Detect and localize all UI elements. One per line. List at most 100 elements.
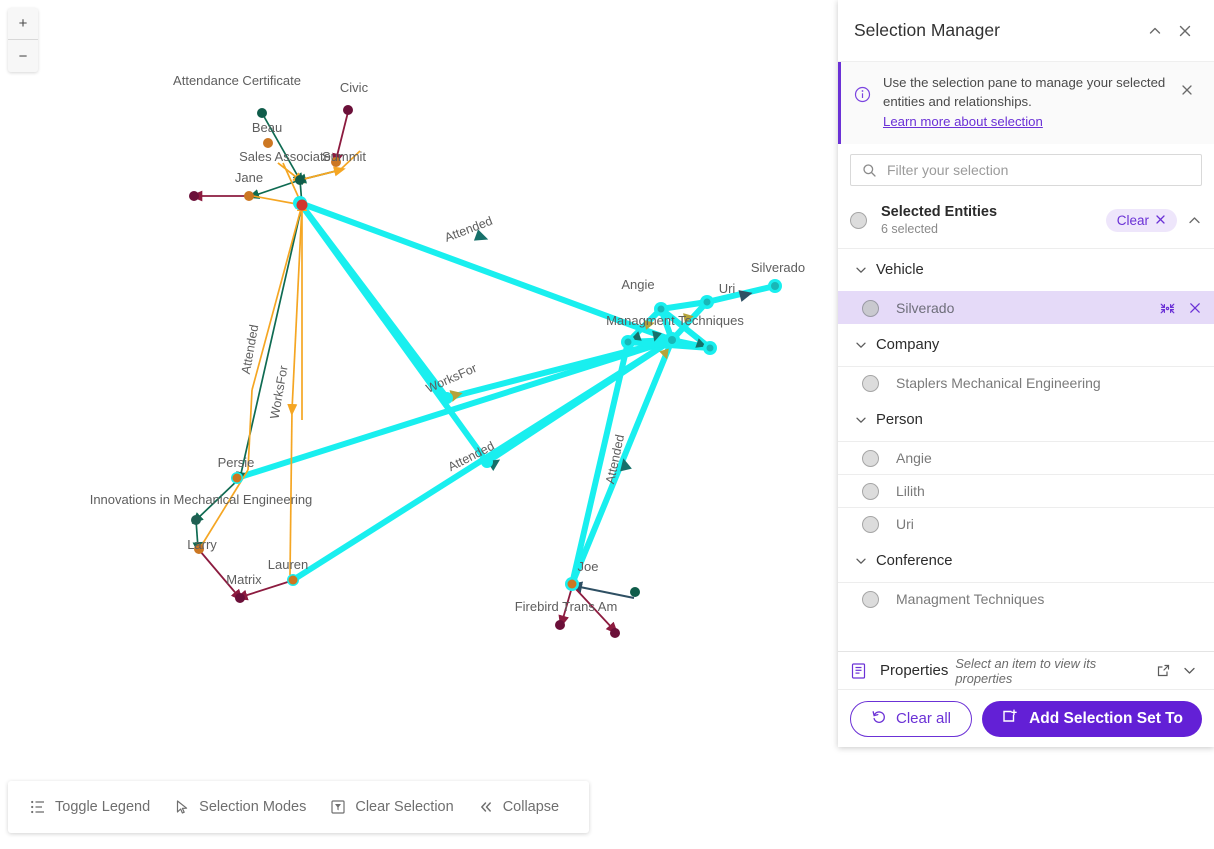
info-banner-close-button[interactable] bbox=[1172, 73, 1202, 97]
edge-selected bbox=[660, 299, 708, 312]
toolbar-item-collapse[interactable]: Collapse bbox=[470, 799, 575, 815]
zoom-in-button[interactable]: + bbox=[8, 8, 38, 40]
properties-panel-icon bbox=[850, 662, 880, 680]
entity-radio[interactable] bbox=[862, 515, 879, 533]
bottom-toolbar[interactable]: Toggle Legend Selection Modes Clear S bbox=[8, 781, 590, 833]
toolbar-item-clear-selection[interactable]: Clear Selection bbox=[322, 799, 469, 815]
entity-name: Managment Techniques bbox=[896, 591, 1045, 608]
node-label-civic: Civic bbox=[340, 80, 369, 95]
panel-header: Selection Manager bbox=[838, 0, 1214, 62]
graph-canvas[interactable]: Attendance Certificate Civic Beau Sales Ass… bbox=[0, 0, 838, 849]
graph-nodes[interactable] bbox=[189, 105, 779, 638]
zoom-to-icon[interactable] bbox=[1160, 301, 1175, 316]
search-icon bbox=[851, 163, 887, 178]
entity-row[interactable]: Lilith bbox=[838, 474, 1214, 507]
edge-worksfor bbox=[251, 204, 303, 391]
group-header-person[interactable]: Person bbox=[838, 399, 1214, 441]
group-header-company[interactable]: Company bbox=[838, 324, 1214, 366]
open-external-icon[interactable] bbox=[1150, 663, 1176, 678]
properties-label: Properties bbox=[880, 662, 949, 679]
entity-radio[interactable] bbox=[862, 374, 879, 392]
edge-selected bbox=[236, 337, 673, 481]
owns-edges bbox=[189, 111, 619, 635]
group-label: Conference bbox=[876, 553, 953, 570]
edge-label-attended-top: Attended bbox=[443, 214, 495, 245]
toolbar-label: Toggle Legend bbox=[55, 799, 151, 815]
toolbar-item-toggle-legend[interactable]: Toggle Legend bbox=[22, 799, 166, 815]
chevron-down-icon bbox=[850, 338, 872, 352]
entity-radio[interactable] bbox=[862, 449, 879, 467]
node-jane bbox=[244, 191, 254, 201]
entity-row-actions bbox=[1160, 301, 1202, 316]
funnel-clear-icon bbox=[330, 799, 346, 815]
properties-expand-button[interactable] bbox=[1176, 663, 1202, 678]
properties-bar[interactable]: Properties Select an item to view its pr… bbox=[838, 651, 1214, 689]
zoom-out-button[interactable]: − bbox=[8, 40, 38, 72]
learn-more-link[interactable]: Learn more about selection bbox=[883, 114, 1043, 130]
info-circle-icon bbox=[841, 73, 883, 103]
edge-attended bbox=[261, 112, 303, 186]
edge-worksfor bbox=[339, 150, 361, 171]
chevron-down-icon bbox=[850, 554, 872, 568]
edge-selected bbox=[669, 299, 710, 343]
network-graph[interactable]: Attendance Certificate Civic Beau Sales Ass… bbox=[0, 0, 838, 849]
node-label-lauren: Lauren bbox=[268, 557, 308, 572]
edge-attended bbox=[191, 477, 241, 525]
cursor-pointer-icon bbox=[174, 799, 190, 815]
clear-chip-button[interactable]: Clear bbox=[1105, 208, 1177, 232]
node-beau bbox=[263, 138, 273, 148]
entity-name: Lilith bbox=[896, 483, 925, 500]
group-header-conference[interactable]: Conference bbox=[838, 540, 1214, 582]
entity-radio[interactable] bbox=[862, 482, 879, 500]
node-joe-conference bbox=[630, 587, 640, 597]
node-summit bbox=[331, 157, 341, 167]
selected-entities-radio[interactable] bbox=[850, 211, 867, 229]
entity-row[interactable]: Silverado bbox=[838, 291, 1214, 325]
edge-owns bbox=[332, 111, 349, 167]
node-label-managment-techniques: Managment Techniques bbox=[606, 313, 744, 328]
node-label-larry: Larry bbox=[187, 537, 217, 552]
entity-row[interactable]: Staplers Mechanical Engineering bbox=[838, 366, 1214, 399]
filter-box[interactable] bbox=[850, 154, 1202, 187]
panel-footer: Clear all Add Selection Set To bbox=[838, 689, 1214, 747]
info-banner: Use the selection pane to manage your se… bbox=[838, 62, 1214, 145]
zoom-controls[interactable]: + − bbox=[8, 8, 38, 72]
entity-name: Silverado bbox=[896, 300, 955, 317]
edge-owns bbox=[235, 579, 295, 601]
add-selection-set-button[interactable]: Add Selection Set To bbox=[982, 700, 1202, 737]
node-joe bbox=[567, 579, 577, 589]
chevron-down-icon bbox=[850, 263, 872, 277]
remove-icon[interactable] bbox=[1188, 301, 1202, 315]
node-labels: Attendance Certificate Civic Beau Sales Ass… bbox=[90, 73, 805, 614]
undo-circle-icon bbox=[871, 709, 887, 729]
panel-close-button[interactable] bbox=[1170, 16, 1200, 46]
entity-name: Uri bbox=[896, 516, 914, 533]
close-icon bbox=[1155, 213, 1166, 228]
entity-group-list[interactable]: Vehicle Silverado Company Staplers Mechanic… bbox=[838, 249, 1214, 651]
toolbar-item-selection-modes[interactable]: Selection Modes bbox=[166, 799, 322, 815]
entity-row[interactable]: Managment Techniques bbox=[838, 582, 1214, 615]
entity-radio[interactable] bbox=[862, 590, 879, 608]
entity-row[interactable]: Angie bbox=[838, 441, 1214, 474]
node-matrix bbox=[235, 593, 245, 603]
node-firebird-2 bbox=[610, 628, 620, 638]
node-jane-vehicle bbox=[189, 191, 199, 201]
group-header-vehicle[interactable]: Vehicle bbox=[838, 249, 1214, 291]
entity-row[interactable]: Uri bbox=[838, 507, 1214, 540]
node-firebird-1 bbox=[555, 620, 565, 630]
node-label-innovations: Innovations in Mechanical Engineering bbox=[90, 492, 313, 507]
node-label-beau: Beau bbox=[252, 120, 282, 135]
clear-all-button[interactable]: Clear all bbox=[850, 700, 973, 737]
entity-radio[interactable] bbox=[862, 299, 879, 317]
add-square-icon bbox=[1001, 708, 1018, 730]
edge-owns bbox=[558, 586, 573, 629]
node-mid bbox=[657, 305, 665, 313]
edge-worksfor bbox=[287, 204, 303, 416]
node-lilith bbox=[706, 344, 714, 352]
filter-input[interactable] bbox=[887, 162, 1201, 179]
node-label-matrix: Matrix bbox=[226, 572, 262, 587]
selected-entities-collapse-button[interactable] bbox=[1187, 213, 1202, 228]
node-sales-associate bbox=[295, 175, 305, 185]
node-larry bbox=[194, 544, 204, 554]
panel-collapse-button[interactable] bbox=[1140, 16, 1170, 46]
